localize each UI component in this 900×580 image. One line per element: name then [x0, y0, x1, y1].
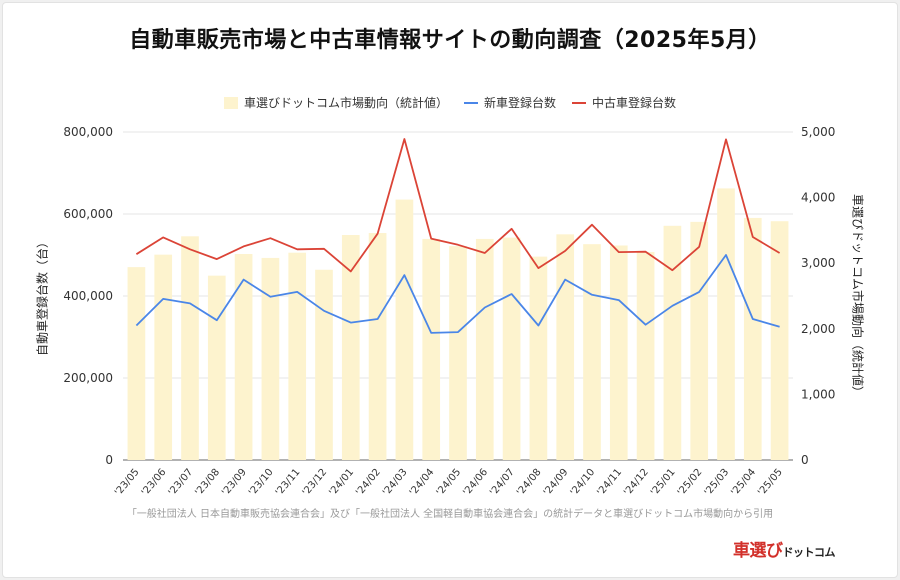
x-tick-label: '24/03 — [381, 467, 410, 498]
legend-item-new: 新車登録台数 — [463, 94, 556, 111]
bar — [743, 217, 762, 460]
logo-main-text: 車選び — [733, 541, 783, 561]
bar — [690, 221, 709, 460]
x-tick-label: '24/08 — [515, 467, 544, 498]
x-tick-label: '23/10 — [247, 467, 276, 498]
bar — [422, 238, 441, 460]
bar — [261, 257, 280, 460]
x-tick-label: '23/07 — [167, 467, 196, 498]
bar — [502, 237, 521, 460]
x-tick-label: '24/07 — [488, 467, 517, 498]
bar — [717, 188, 735, 460]
x-tick-label: '25/02 — [676, 467, 705, 498]
series-line-used — [135, 138, 781, 273]
bar — [449, 246, 467, 460]
bar — [475, 238, 494, 460]
x-tick-label: '23/12 — [301, 467, 330, 498]
y-tick-label-right: 1,000 — [801, 387, 835, 401]
x-tick-label: '24/05 — [435, 467, 464, 498]
logo-sub-text: ドットコム — [782, 546, 836, 559]
bar — [288, 252, 307, 460]
bar — [181, 236, 199, 460]
legend-item-bar: 車選びドットコム市場動向（統計値） — [223, 94, 448, 111]
y-tick-label-right: 4,000 — [801, 191, 835, 205]
bar — [556, 234, 575, 460]
y-tick-label-left: 600,000 — [63, 207, 113, 221]
bar — [663, 225, 682, 460]
x-tick-label: '25/04 — [729, 467, 758, 498]
y-tick-label-right: 3,000 — [801, 256, 835, 270]
x-tick-label: '25/05 — [756, 467, 785, 498]
x-tick-label: '23/11 — [274, 467, 303, 498]
x-tick-label: '23/05 — [113, 467, 142, 498]
legend-label-used: 中古車登録台数 — [592, 96, 677, 110]
bar — [583, 244, 601, 460]
bar — [770, 221, 789, 460]
series-line-new — [135, 254, 780, 334]
legend: 車選びドットコム市場動向（統計値） 新車登録台数 中古車登録台数 — [0, 94, 900, 111]
source-note: 「一般社団法人 日本自動車販売協会連合会」及び「一般社団法人 全国軽自動車協会連… — [126, 509, 774, 520]
legend-bar-swatch — [223, 96, 238, 109]
x-tick-label: '24/10 — [569, 467, 598, 498]
legend-item-used: 中古車登録台数 — [572, 94, 676, 111]
y-tick-label-left: 400,000 — [63, 289, 113, 303]
bar — [529, 256, 548, 460]
x-tick-label: '24/06 — [461, 467, 490, 498]
y-tick-label-left: 0 — [105, 453, 113, 467]
x-tick-label: '24/12 — [622, 467, 651, 498]
bar — [127, 267, 146, 460]
bar — [154, 254, 173, 460]
bar — [207, 275, 226, 460]
bar — [368, 233, 387, 460]
bar — [636, 252, 655, 460]
x-tick-label: '23/09 — [220, 467, 249, 498]
y-axis-label-left: 自動車登録台数（台） — [35, 235, 50, 357]
chart-title: 自動車販売市場と中古車情報サイトの動向調査（2025年5月） — [129, 28, 771, 53]
bar — [234, 254, 253, 460]
x-tick-label: '23/08 — [193, 467, 222, 498]
x-tick-label: '24/02 — [354, 467, 383, 498]
legend-new-swatch — [463, 101, 478, 104]
brand-logo: 車選び ドットコム — [733, 536, 835, 561]
bar — [609, 245, 628, 460]
x-tick-label: '24/09 — [542, 467, 571, 498]
y-tick-label-right: 5,000 — [801, 125, 835, 139]
y-tick-label-right: 0 — [801, 453, 809, 467]
bar — [315, 269, 333, 460]
y-axis-label-right: 車選びドットコム市場動向（統計値） — [850, 193, 865, 399]
x-tick-label: '25/01 — [649, 467, 678, 498]
x-tick-label: '24/11 — [595, 467, 624, 498]
x-tick-label: '24/04 — [408, 467, 437, 498]
legend-label-bar: 車選びドットコム市場動向（統計値） — [243, 96, 448, 110]
x-tick-label: '23/06 — [140, 467, 169, 498]
y-tick-label-right: 2,000 — [801, 322, 835, 336]
y-tick-label-left: 200,000 — [63, 371, 113, 385]
x-tick-label: '24/01 — [327, 467, 356, 498]
legend-used-swatch — [572, 101, 586, 104]
y-tick-label-left: 800,000 — [63, 125, 113, 139]
bar — [341, 234, 360, 460]
x-tick-label: '25/03 — [703, 467, 732, 498]
bar — [395, 199, 414, 460]
legend-label-new: 新車登録台数 — [483, 96, 556, 110]
